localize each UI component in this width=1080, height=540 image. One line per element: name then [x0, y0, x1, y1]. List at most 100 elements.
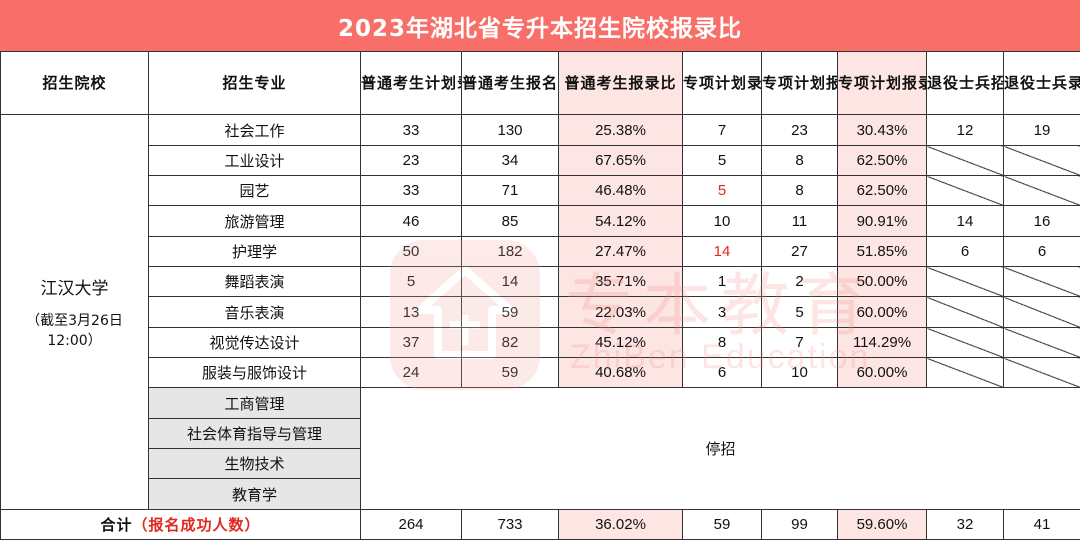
- special-ratio-cell: 51.85%: [838, 237, 927, 267]
- special-plan-cell: 7: [683, 115, 762, 146]
- stopped-major-cell: 工商管理: [149, 388, 361, 419]
- school-cell: 江汉大学 （截至3月26日 12:00）: [1, 115, 149, 510]
- regular-ratio-cell: 67.65%: [559, 146, 683, 176]
- regular-applicants-cell: 82: [462, 328, 559, 358]
- special-applicants-cell: 8: [762, 146, 838, 176]
- total-row: 合计（报名成功人数） 264 733 36.02% 59 99 59.60% 3…: [1, 510, 1080, 540]
- special-ratio-cell: 60.00%: [838, 297, 927, 328]
- regular-plan-cell: 33: [361, 176, 462, 206]
- veteran-plan-cell: 14: [927, 206, 1004, 237]
- stopped-major-cell: 教育学: [149, 479, 361, 510]
- veteran-admit-empty-cell: [1004, 358, 1080, 388]
- major-cell: 旅游管理: [149, 206, 361, 237]
- total-special-applicants: 99: [762, 510, 838, 540]
- stopped-row: 工商管理 停招: [1, 388, 1080, 419]
- major-cell: 工业设计: [149, 146, 361, 176]
- veteran-admit-cell: 19: [1004, 115, 1080, 146]
- regular-applicants-cell: 14: [462, 267, 559, 297]
- special-ratio-cell: 62.50%: [838, 176, 927, 206]
- total-special-plan: 59: [683, 510, 762, 540]
- regular-applicants-cell: 130: [462, 115, 559, 146]
- special-plan-cell: 3: [683, 297, 762, 328]
- special-plan-cell: 8: [683, 328, 762, 358]
- table-row: 音乐表演 13 59 22.03% 3 5 60.00%: [1, 297, 1080, 328]
- special-ratio-cell: 90.91%: [838, 206, 927, 237]
- stopped-major-cell: 社会体育指导与管理: [149, 419, 361, 449]
- veteran-plan-cell: 6: [927, 237, 1004, 267]
- special-plan-cell-highlight: 14: [683, 237, 762, 267]
- special-applicants-cell: 8: [762, 176, 838, 206]
- total-regular-ratio: 36.02%: [559, 510, 683, 540]
- header-special-ratio: 专项计划报录比: [838, 52, 927, 115]
- regular-ratio-cell: 27.47%: [559, 237, 683, 267]
- table-title: 2023年湖北省专升本招生院校报录比: [0, 0, 1080, 51]
- regular-applicants-cell: 71: [462, 176, 559, 206]
- special-plan-cell: 6: [683, 358, 762, 388]
- veteran-plan-empty-cell: [927, 267, 1004, 297]
- regular-ratio-cell: 54.12%: [559, 206, 683, 237]
- table-row: 舞蹈表演 5 14 35.71% 1 2 50.00%: [1, 267, 1080, 297]
- major-cell: 视觉传达设计: [149, 328, 361, 358]
- table-row: 工业设计 23 34 67.65% 5 8 62.50%: [1, 146, 1080, 176]
- regular-applicants-cell: 85: [462, 206, 559, 237]
- regular-plan-cell: 37: [361, 328, 462, 358]
- regular-plan-cell: 5: [361, 267, 462, 297]
- regular-plan-cell: 13: [361, 297, 462, 328]
- total-veteran-plan: 32: [927, 510, 1004, 540]
- school-note-line2: 12:00）: [1, 331, 148, 351]
- regular-plan-cell: 24: [361, 358, 462, 388]
- special-applicants-cell: 23: [762, 115, 838, 146]
- special-plan-cell-highlight: 5: [683, 176, 762, 206]
- regular-plan-cell: 33: [361, 115, 462, 146]
- special-applicants-cell: 11: [762, 206, 838, 237]
- school-name: 江汉大学: [1, 274, 148, 299]
- veteran-plan-empty-cell: [927, 297, 1004, 328]
- stopped-label: 停招: [705, 440, 735, 458]
- major-cell: 园艺: [149, 176, 361, 206]
- veteran-admit-empty-cell: [1004, 328, 1080, 358]
- total-label-cell: 合计（报名成功人数）: [1, 510, 361, 540]
- header-regular-applicants: 普通考生报名人数: [462, 52, 559, 115]
- stopped-major-cell: 生物技术: [149, 449, 361, 479]
- major-cell: 舞蹈表演: [149, 267, 361, 297]
- table-row: 视觉传达设计 37 82 45.12% 8 7 114.29%: [1, 328, 1080, 358]
- veteran-admit-cell: 16: [1004, 206, 1080, 237]
- special-applicants-cell: 10: [762, 358, 838, 388]
- special-applicants-cell: 7: [762, 328, 838, 358]
- special-applicants-cell: 27: [762, 237, 838, 267]
- regular-plan-cell: 46: [361, 206, 462, 237]
- special-ratio-cell: 62.50%: [838, 146, 927, 176]
- total-label-note: （报名成功人数）: [133, 516, 261, 534]
- total-special-ratio: 59.60%: [838, 510, 927, 540]
- veteran-plan-empty-cell: [927, 146, 1004, 176]
- special-plan-cell: 5: [683, 146, 762, 176]
- special-ratio-cell: 50.00%: [838, 267, 927, 297]
- special-plan-cell: 10: [683, 206, 762, 237]
- header-special-plan: 专项计划录取人数: [683, 52, 762, 115]
- header-major: 招生专业: [149, 52, 361, 115]
- veteran-admit-empty-cell: [1004, 176, 1080, 206]
- table-row: 护理学 50 182 27.47% 14 27 51.85% 6 6: [1, 237, 1080, 267]
- table-row: 旅游管理 46 85 54.12% 10 11 90.91% 14 16: [1, 206, 1080, 237]
- regular-ratio-cell: 45.12%: [559, 328, 683, 358]
- regular-ratio-cell: 25.38%: [559, 115, 683, 146]
- special-applicants-cell: 2: [762, 267, 838, 297]
- stopped-merged-cell: 停招: [361, 388, 1080, 510]
- header-veteran-admit: 退役士兵录取人数: [1004, 52, 1080, 115]
- veteran-plan-cell: 12: [927, 115, 1004, 146]
- special-applicants-cell: 5: [762, 297, 838, 328]
- regular-ratio-cell: 46.48%: [559, 176, 683, 206]
- veteran-admit-empty-cell: [1004, 297, 1080, 328]
- veteran-plan-empty-cell: [927, 358, 1004, 388]
- regular-applicants-cell: 59: [462, 358, 559, 388]
- major-cell: 护理学: [149, 237, 361, 267]
- header-regular-ratio: 普通考生报录比: [559, 52, 683, 115]
- header-row: 招生院校 招生专业 普通考生计划录取人数 普通考生报名人数 普通考生报录比 专项…: [1, 52, 1080, 115]
- admission-ratio-table: 招生院校 招生专业 普通考生计划录取人数 普通考生报名人数 普通考生报录比 专项…: [0, 51, 1080, 540]
- regular-plan-cell: 23: [361, 146, 462, 176]
- major-cell: 社会工作: [149, 115, 361, 146]
- table-row: 园艺 33 71 46.48% 5 8 62.50%: [1, 176, 1080, 206]
- header-school: 招生院校: [1, 52, 149, 115]
- header-regular-plan: 普通考生计划录取人数: [361, 52, 462, 115]
- total-label: 合计: [100, 516, 132, 534]
